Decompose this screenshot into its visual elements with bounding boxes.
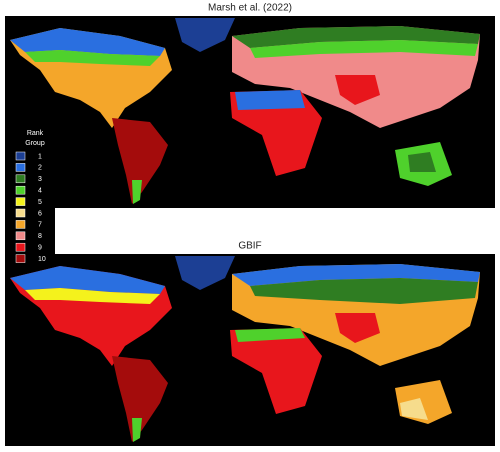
legend-label: 7: [38, 222, 42, 229]
legend-swatch: [15, 220, 26, 229]
legend-swatch: [15, 254, 26, 263]
south-america: [112, 356, 168, 442]
bottom-map: [10, 256, 480, 442]
legend-label: 10: [38, 256, 46, 263]
legend-swatch: [15, 231, 26, 241]
na-band: [25, 50, 160, 66]
na-band: [25, 288, 160, 304]
sa-south: [132, 418, 142, 442]
legend-swatch: [15, 163, 26, 172]
legend-label: 2: [38, 165, 42, 172]
india: [335, 313, 380, 343]
eurasia-band: [250, 40, 478, 58]
bottom-title: GBIF: [238, 241, 261, 252]
eurasia-north: [232, 264, 480, 286]
sahara: [235, 90, 305, 110]
australia-inner: [400, 398, 428, 420]
legend-swatch: [15, 242, 26, 252]
africa: [230, 328, 322, 414]
south-america: [112, 118, 168, 204]
legend-label: 4: [38, 188, 42, 195]
legend-label: 8: [38, 233, 42, 240]
legend-label: 9: [38, 245, 42, 252]
eurasia-band: [250, 278, 478, 304]
top-map: [10, 18, 480, 204]
legend-title: Rank: [27, 130, 44, 137]
na-north: [10, 266, 165, 294]
legend-title: Group: [25, 140, 45, 147]
legend-label: 5: [38, 199, 42, 206]
top-title: Marsh et al. (2022): [208, 3, 292, 14]
africa: [230, 90, 322, 176]
legend-label: 1: [38, 153, 42, 160]
sa-south: [132, 180, 142, 204]
india: [335, 75, 380, 105]
legend-swatch: [15, 185, 26, 195]
greenland: [175, 256, 235, 290]
legend-swatch: [15, 197, 26, 206]
legend-swatch: [15, 151, 26, 161]
greenland: [175, 18, 235, 52]
legend: Rank Group 1 2 3 4 5 6 7 8 9 10: [15, 130, 46, 263]
na-north: [10, 28, 165, 56]
sahara: [235, 328, 305, 342]
eurasia-north: [232, 26, 480, 48]
legend-label: 3: [38, 176, 42, 183]
legend-swatch: [15, 208, 26, 218]
legend-label: 6: [38, 210, 42, 217]
legend-swatch: [15, 174, 26, 184]
australia-inner: [408, 152, 436, 172]
